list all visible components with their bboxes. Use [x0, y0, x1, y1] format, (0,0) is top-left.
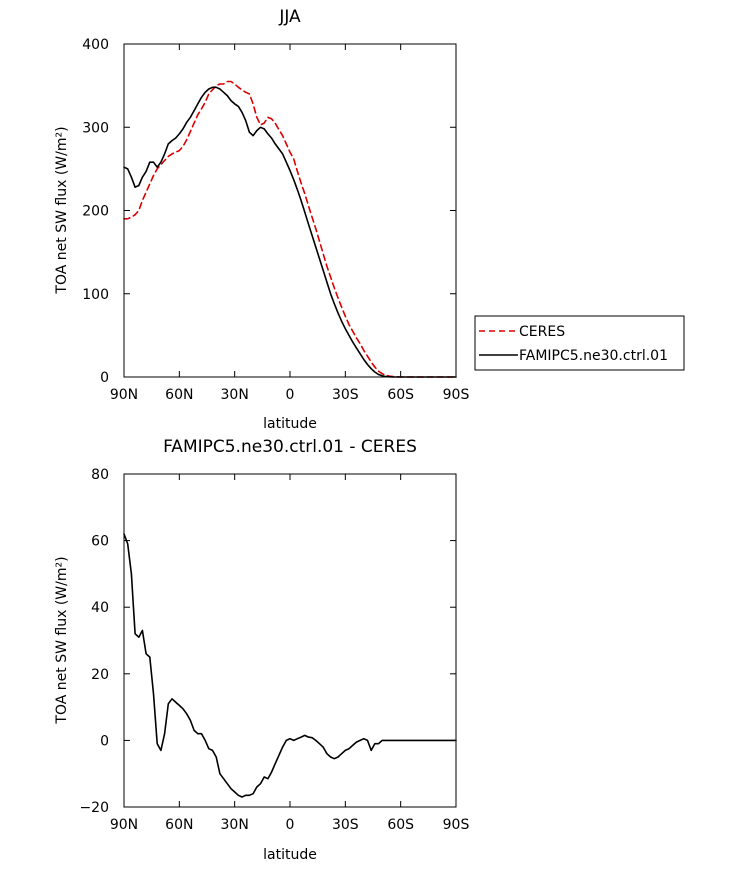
- y-tick-label: 40: [91, 600, 109, 616]
- plot-frame: [123, 43, 457, 378]
- y-tick-label: 20: [91, 667, 109, 683]
- y-tick-label: 60: [91, 534, 109, 550]
- series-line-model: [123, 86, 457, 378]
- x-tick-label: 30S: [332, 387, 359, 403]
- y-tick-label: 200: [82, 204, 109, 220]
- x-tick-label: 60N: [165, 817, 193, 833]
- y-tick-label: 400: [82, 37, 109, 53]
- top-chart-panel: JJA 90N 60N 30N 0 30S 60S 90S 0 100 200 300 400 la…: [54, 7, 685, 432]
- x-tick-label: 30N: [221, 817, 249, 833]
- legend: CERES FAMIPC5.ne30.ctrl.01: [474, 315, 685, 371]
- y-tick-label: 80: [91, 467, 109, 483]
- x-tick-label: 30N: [221, 387, 249, 403]
- y-axis-label: TOA net SW flux (W/m²): [54, 556, 70, 724]
- x-tick-label: 90S: [443, 817, 470, 833]
- y-tick-label: 100: [82, 287, 109, 303]
- tick-marks: [123, 473, 457, 808]
- chart-title: FAMIPC5.ne30.ctrl.01 - CERES: [163, 437, 417, 457]
- x-tick-labels: 90N 60N 30N 0 30S 60S 90S: [110, 387, 470, 403]
- x-tick-label: 90N: [110, 817, 138, 833]
- y-tick-labels: 0 100 200 300 400: [82, 37, 109, 386]
- legend-entry-model: FAMIPC5.ne30.ctrl.01: [519, 348, 668, 364]
- y-tick-labels: −20 0 20 40 60 80: [79, 467, 109, 816]
- x-axis-label: latitude: [263, 847, 317, 863]
- x-tick-label: 60S: [387, 817, 414, 833]
- x-tick-label: 0: [286, 817, 295, 833]
- chart-title: JJA: [278, 7, 301, 27]
- x-axis-label: latitude: [263, 416, 317, 432]
- series-line-difference: [123, 533, 457, 798]
- tick-marks: [123, 43, 457, 378]
- x-tick-label: 90N: [110, 387, 138, 403]
- y-tick-label: 0: [100, 733, 109, 749]
- series-layer: [123, 533, 457, 798]
- x-tick-label: 30S: [332, 817, 359, 833]
- y-tick-label: 0: [100, 370, 109, 386]
- y-tick-label: 300: [82, 120, 109, 136]
- plot-frame: [123, 473, 457, 808]
- bottom-chart-panel: FAMIPC5.ne30.ctrl.01 - CERES 90N 60N 30N 0 3…: [54, 437, 469, 863]
- series-line-ceres: [123, 80, 457, 378]
- series-layer: [123, 80, 457, 378]
- x-tick-label: 0: [286, 387, 295, 403]
- legend-box: [474, 315, 685, 371]
- y-axis-label: TOA net SW flux (W/m²): [54, 126, 70, 294]
- x-tick-labels: 90N 60N 30N 0 30S 60S 90S: [110, 817, 470, 833]
- legend-entry-ceres: CERES: [519, 324, 565, 340]
- x-tick-label: 60S: [387, 387, 414, 403]
- y-tick-label: −20: [79, 800, 109, 816]
- x-tick-label: 90S: [443, 387, 470, 403]
- x-tick-label: 60N: [165, 387, 193, 403]
